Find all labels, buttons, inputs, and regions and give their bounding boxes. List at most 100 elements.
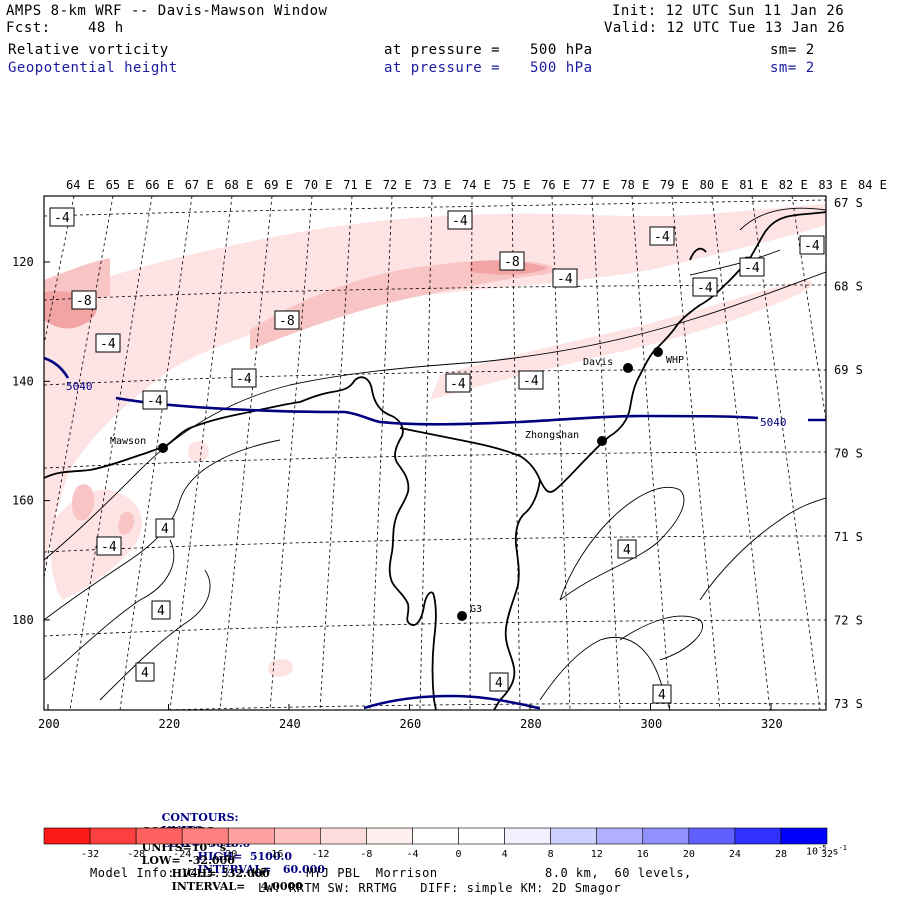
colorbar-swatch [366, 827, 413, 845]
contour-label-box: -4 [739, 257, 765, 277]
vorticity-shading [44, 204, 826, 678]
model-info: Model Info: V4.3.3 KF MYJ PBL Morrison [90, 866, 438, 880]
longitude-label: 68 E [224, 178, 253, 192]
map-title: AMPS 8-km WRF -- Davis-Mawson Window [6, 3, 328, 19]
x-tick-label: 260 [400, 717, 422, 731]
longitude-label: 78 E [620, 178, 649, 192]
colorbar-swatch [596, 827, 644, 845]
height-label: 5040 [760, 416, 787, 429]
x-tick-label: 200 [38, 717, 60, 731]
colorbar-label: 8 [548, 849, 554, 860]
svg-text:-4: -4 [236, 372, 252, 387]
contour-label-box: 4 [151, 600, 171, 620]
contour-labels: -4 -4 -8 -4 -4 -8 -4 -8 -4 -4 -4 -4 -4 -… [49, 207, 825, 704]
colorbar-swatch [550, 827, 598, 845]
colorbar-swatch [273, 827, 321, 845]
svg-text:-8: -8 [76, 294, 92, 309]
svg-text:-4: -4 [523, 374, 539, 389]
contour-label-box: -4 [649, 226, 675, 246]
longitude-label: 64 E [66, 178, 95, 192]
svg-text:-8: -8 [279, 314, 295, 329]
contour-label-box: -4 [518, 370, 544, 390]
colorbar-label: 28 [775, 849, 787, 860]
stations: Mawson Davis WHP Zhongshan G3 [110, 347, 684, 621]
latitude-label: 73 S [834, 697, 863, 711]
longitude-label: 84 E [858, 178, 887, 192]
colorbar-label: -28 [127, 849, 145, 860]
coastline [44, 211, 826, 710]
model-resolution: 8.0 km, 60 levels, [545, 866, 692, 880]
longitude-label: 83 E [818, 178, 847, 192]
legend-height-contours: CONTOURS: [161, 811, 239, 824]
svg-text:Mawson: Mawson [110, 436, 146, 447]
latitude-labels: 67 S 68 S 69 S 70 S 71 S 72 S 73 S [834, 196, 863, 711]
contour-label-box: -4 [445, 373, 471, 393]
colorbar-label: -4 [406, 849, 418, 860]
contour-label-box: -4 [552, 268, 578, 288]
longitude-label: 73 E [422, 178, 451, 192]
colorbar-label: -24 [173, 849, 191, 860]
svg-text:-8: -8 [504, 255, 520, 270]
colorbar-label: -8 [360, 849, 372, 860]
svg-text:4: 4 [157, 604, 165, 619]
colorbar-label: -12 [311, 849, 329, 860]
station-g3[interactable]: G3 [457, 604, 482, 621]
contour-label-box: -4 [231, 368, 257, 388]
x-tick-label: 300 [641, 717, 663, 731]
longitude-label: 80 E [700, 178, 729, 192]
contour-label-box: 4 [652, 684, 672, 704]
forecast-label: Fcst: [6, 20, 51, 36]
contour-label-box: -8 [274, 310, 300, 330]
height-label: 5040 [66, 380, 93, 393]
colorbar-label: -32 [81, 849, 99, 860]
legend-vort-high: HIGH= 32.000 [171, 866, 270, 880]
contour-label-box: 4 [135, 662, 155, 682]
station-whp[interactable]: WHP [653, 347, 684, 366]
longitude-label: 77 E [581, 178, 610, 192]
longitude-label: 67 E [185, 178, 214, 192]
x-tick-label: 320 [761, 717, 783, 731]
contour-label-box: 4 [489, 672, 509, 692]
contour-label-box: -4 [692, 277, 718, 297]
field2-level-text: at pressure = [384, 60, 501, 76]
colorbar-swatch [780, 827, 828, 845]
colorbar-label: 20 [683, 849, 695, 860]
colorbar-swatch [642, 827, 690, 845]
svg-text:-4: -4 [101, 540, 117, 555]
svg-text:4: 4 [161, 522, 169, 537]
contour-label-box: -4 [142, 390, 168, 410]
latitude-label: 68 S [834, 280, 863, 294]
latitude-label: 69 S [834, 363, 863, 377]
x-tick-label: 240 [279, 717, 301, 731]
legend-height-interval: INTERVAL= 60.000 [197, 863, 325, 876]
y-tick-label: 180 [12, 613, 34, 627]
colorbar-swatch [504, 827, 551, 845]
contour-label-box: -4 [447, 210, 473, 230]
colorbar-swatch [135, 827, 183, 845]
field2-smoothing: sm= 2 [770, 60, 815, 76]
longitude-label: 81 E [739, 178, 768, 192]
station-zhongshan[interactable]: Zhongshan [525, 430, 607, 446]
colorbar: -32 -28 -24 -20 -16 -12 -8 -4 0 4 8 12 16 20 24 28 32 [43, 827, 833, 860]
longitude-label: 82 E [779, 178, 808, 192]
latitude-label: 67 S [834, 196, 863, 210]
y-tick-label: 140 [12, 374, 34, 388]
station-davis[interactable]: Davis [583, 357, 633, 373]
field1-level-text: at pressure = [384, 42, 501, 58]
station-mawson[interactable]: Mawson [110, 436, 168, 453]
svg-text:-4: -4 [557, 272, 573, 287]
longitude-label: 76 E [541, 178, 570, 192]
svg-text:4: 4 [658, 688, 666, 703]
contour-label-box: -8 [499, 251, 525, 271]
legend-vort-low: LOW= -32.000 [141, 853, 235, 867]
svg-text:G3: G3 [470, 604, 482, 615]
y-tick-label: 120 [12, 255, 34, 269]
svg-text:-4: -4 [54, 211, 70, 226]
colorbar-swatch [181, 827, 229, 845]
colorbar-swatch [734, 827, 782, 845]
field1-level: 500 hPa [530, 42, 593, 58]
axis-ticks: 200 220 240 260 280 300 320 120 140 160 180 [12, 255, 783, 731]
colorbar-label: 4 [502, 849, 508, 860]
longitude-labels: 64 E 65 E 66 E 67 E 68 E 69 E 70 E 71 E 72 E 73 E… [66, 178, 887, 192]
longitude-label: 74 E [462, 178, 491, 192]
